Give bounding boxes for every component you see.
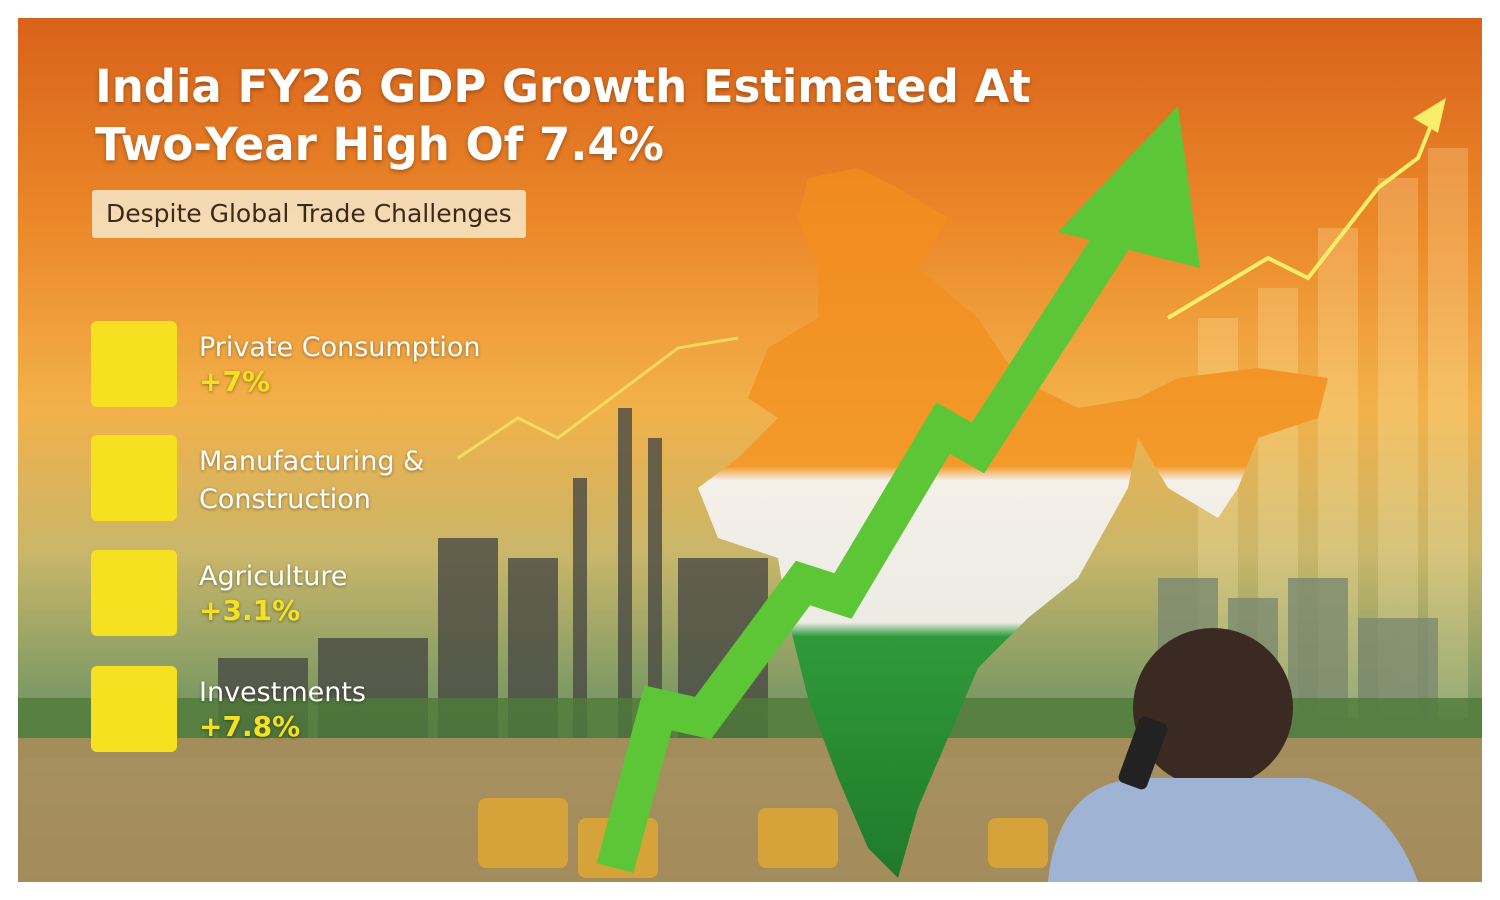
india-map [698, 168, 1328, 878]
chart-icon [91, 666, 177, 752]
metric-label: Private Consumption [199, 332, 481, 363]
metric-value: +7.8% [199, 710, 301, 743]
growth-arrow [596, 197, 1149, 873]
growth-arrow-head [1058, 106, 1200, 268]
subtitle: Despite Global Trade Challenges [92, 190, 526, 238]
metric-label: Manufacturing & Construction [199, 446, 425, 515]
metric-value: +3.1% [199, 594, 301, 627]
trend-head [1413, 98, 1446, 133]
title: India FY26 GDP Growth Estimated At Two-Y… [95, 60, 1031, 171]
metric-value: +7% [199, 365, 270, 398]
metric-label: Investments [199, 677, 366, 708]
tractor-icon [91, 550, 177, 636]
gear-icon [91, 435, 177, 521]
banner: India FY26 GDP Growth Estimated At Two-Y… [18, 18, 1482, 882]
illustration [18, 98, 1482, 882]
person [1048, 628, 1418, 882]
trend-line-left [457, 336, 739, 460]
coins [478, 798, 1048, 878]
trend-line [1166, 107, 1440, 320]
metric-label: Agriculture [199, 561, 348, 592]
cart-icon [91, 321, 177, 407]
